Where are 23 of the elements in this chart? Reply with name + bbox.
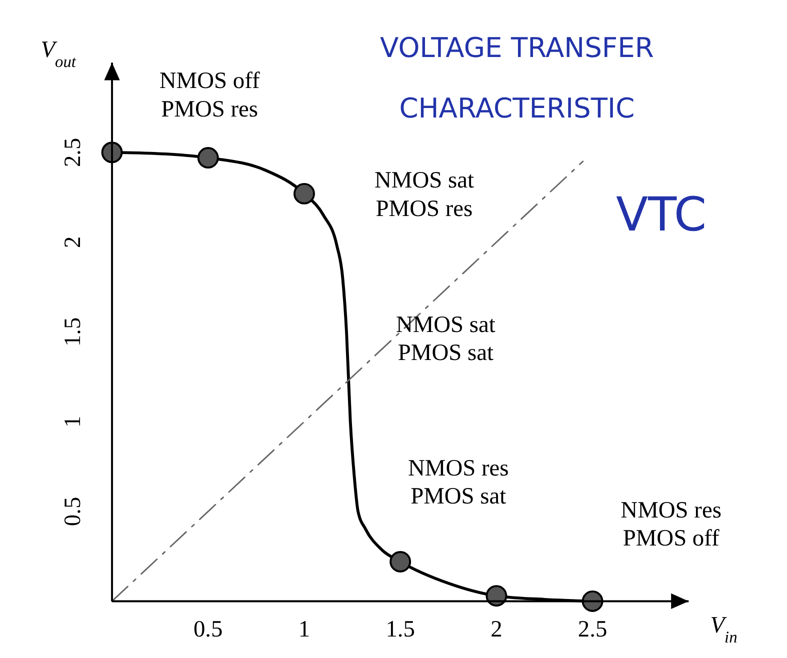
point [293, 182, 315, 204]
y-tick-label: 2 [60, 236, 86, 248]
point [197, 147, 219, 169]
x-tick-label: 1 [298, 616, 310, 642]
annotation: NMOS sat PMOS res [374, 168, 474, 222]
y-tick-label: 1.5 [60, 317, 86, 347]
x-axis-title: V$_{in}$ [710, 612, 738, 646]
point [390, 550, 412, 572]
annotation: NMOS sat PMOS sat [396, 312, 496, 366]
annotation: NMOS res PMOS off [620, 497, 722, 552]
x-tick-label: 0.5 [193, 616, 223, 642]
point [486, 585, 508, 607]
x-tick-label: 1.5 [386, 616, 415, 642]
text: VTC [616, 188, 707, 242]
annotation: NMOS off PMOS res [159, 68, 260, 122]
x-tick-label: 2.5 [578, 616, 608, 642]
y-axis-title: V$_{out}$ [40, 36, 76, 70]
y-tick-label: 0.5 [60, 496, 86, 526]
x-tick-label: 2 [490, 616, 502, 642]
chart-title: VOLTAGE TRANSFER CHARACTERISTIC [380, 32, 654, 124]
annotation: NMOS res PMOS sat [408, 455, 509, 510]
y-tick-label: 1 [60, 416, 86, 428]
y-tick-label: 2.5 [60, 138, 86, 168]
